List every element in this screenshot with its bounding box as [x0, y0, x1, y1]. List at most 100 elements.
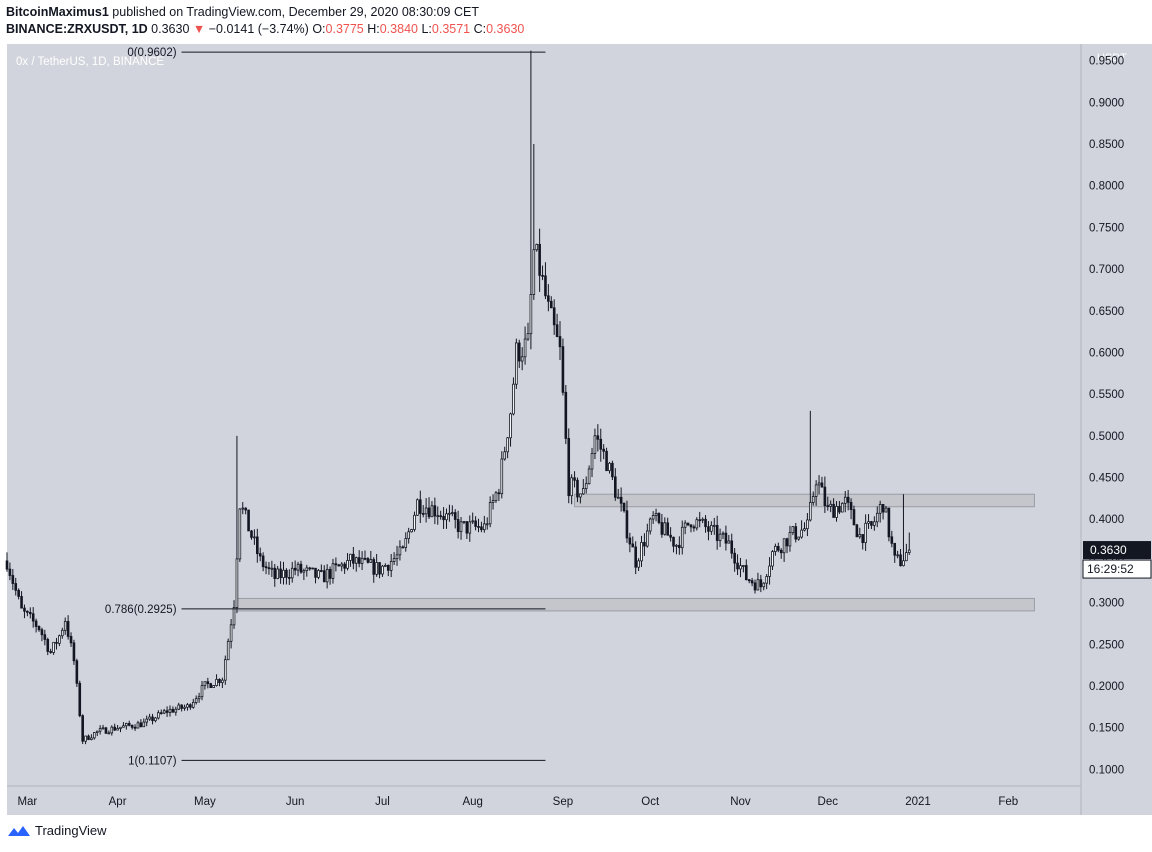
candle-body — [404, 538, 408, 548]
y-tick-label: 0.4000 — [1089, 514, 1124, 526]
y-tick-label: 0.7500 — [1089, 222, 1124, 234]
candle — [608, 461, 611, 474]
candle — [293, 560, 297, 576]
candle — [864, 514, 867, 551]
candle-body — [174, 708, 178, 713]
candle-body — [314, 567, 317, 578]
candle — [660, 513, 664, 538]
fib-label: 0.786(0.2925) — [105, 604, 177, 616]
candle — [835, 501, 838, 522]
candle-body — [81, 715, 84, 742]
candle-body — [517, 342, 521, 362]
candle-body — [98, 728, 102, 732]
candle — [381, 564, 384, 577]
candle-body — [686, 522, 690, 526]
candle — [756, 572, 760, 591]
candle-body — [427, 507, 431, 518]
candle-body — [244, 507, 247, 511]
candle-body — [500, 458, 504, 495]
candle-body — [858, 534, 862, 538]
candle-body — [343, 563, 346, 569]
candle-body — [619, 496, 623, 504]
candle-body — [136, 722, 140, 729]
candle-body — [159, 712, 163, 715]
candle-body — [838, 506, 841, 513]
candle-body — [471, 520, 474, 523]
candle — [439, 510, 442, 520]
candle-body — [218, 678, 221, 683]
candle — [378, 562, 381, 579]
candle-body — [814, 484, 818, 497]
candle-body — [715, 524, 719, 541]
candlesticks — [5, 50, 911, 745]
candle — [785, 537, 789, 554]
candle-body — [439, 515, 442, 518]
candle-body — [386, 564, 390, 571]
candle-body — [320, 570, 323, 572]
candle-body — [835, 506, 838, 518]
plot-area[interactable] — [7, 44, 1081, 786]
candle-body — [366, 558, 370, 563]
candle — [890, 530, 894, 548]
candle — [445, 508, 448, 529]
candle — [657, 512, 661, 525]
candle-body — [194, 698, 198, 703]
candle-body — [555, 324, 559, 337]
candle — [616, 488, 620, 499]
candle-body — [442, 516, 445, 521]
candle — [369, 550, 373, 563]
time-axis[interactable] — [7, 786, 1081, 815]
y-tick-label: 0.5000 — [1089, 431, 1124, 443]
candle-body — [776, 545, 780, 551]
candle — [692, 524, 696, 532]
candle — [171, 706, 175, 713]
candle-body — [302, 570, 306, 573]
candle — [826, 496, 830, 511]
candle — [803, 522, 806, 532]
candle — [672, 536, 675, 553]
candle-body — [186, 704, 189, 708]
candle — [331, 558, 335, 584]
candle — [197, 692, 201, 703]
candle-body — [14, 583, 18, 591]
candle — [17, 588, 20, 600]
candle — [581, 479, 585, 495]
candle-body — [55, 641, 58, 644]
candle — [515, 338, 518, 389]
candle-body — [247, 509, 250, 532]
candle — [739, 557, 742, 578]
candle-body — [806, 519, 809, 530]
candle — [558, 321, 562, 361]
high-value: 0.3840 — [379, 22, 418, 36]
candle-body — [628, 537, 632, 545]
candle — [194, 695, 198, 705]
candle — [320, 564, 323, 573]
candle — [125, 722, 128, 730]
candle-body — [465, 521, 469, 534]
candle-body — [113, 726, 116, 731]
candle — [226, 638, 230, 661]
candle — [366, 557, 370, 564]
candle — [520, 347, 524, 371]
publisher-name[interactable]: BitcoinMaximus1 — [6, 5, 109, 19]
candle — [340, 562, 344, 572]
symbol-line: BINANCE:ZRXUSDT, 1D 0.3630 ▼ −0.0141 (−3… — [6, 22, 524, 36]
candle — [712, 517, 716, 535]
candle-body — [907, 549, 911, 553]
candle — [116, 725, 119, 731]
candle — [451, 505, 454, 517]
candle — [101, 724, 105, 730]
footer-brand[interactable]: TradingView — [35, 823, 107, 838]
x-tick-label: Nov — [730, 796, 751, 808]
candle-body — [899, 554, 902, 567]
candle-body — [616, 496, 620, 499]
candle-body — [841, 502, 844, 513]
candle-body — [288, 577, 291, 579]
candle-body — [660, 522, 664, 535]
price-axis[interactable] — [1081, 44, 1152, 815]
candle-body — [587, 468, 591, 485]
candle-body — [436, 515, 440, 518]
candle — [500, 451, 504, 499]
candle — [424, 498, 428, 523]
